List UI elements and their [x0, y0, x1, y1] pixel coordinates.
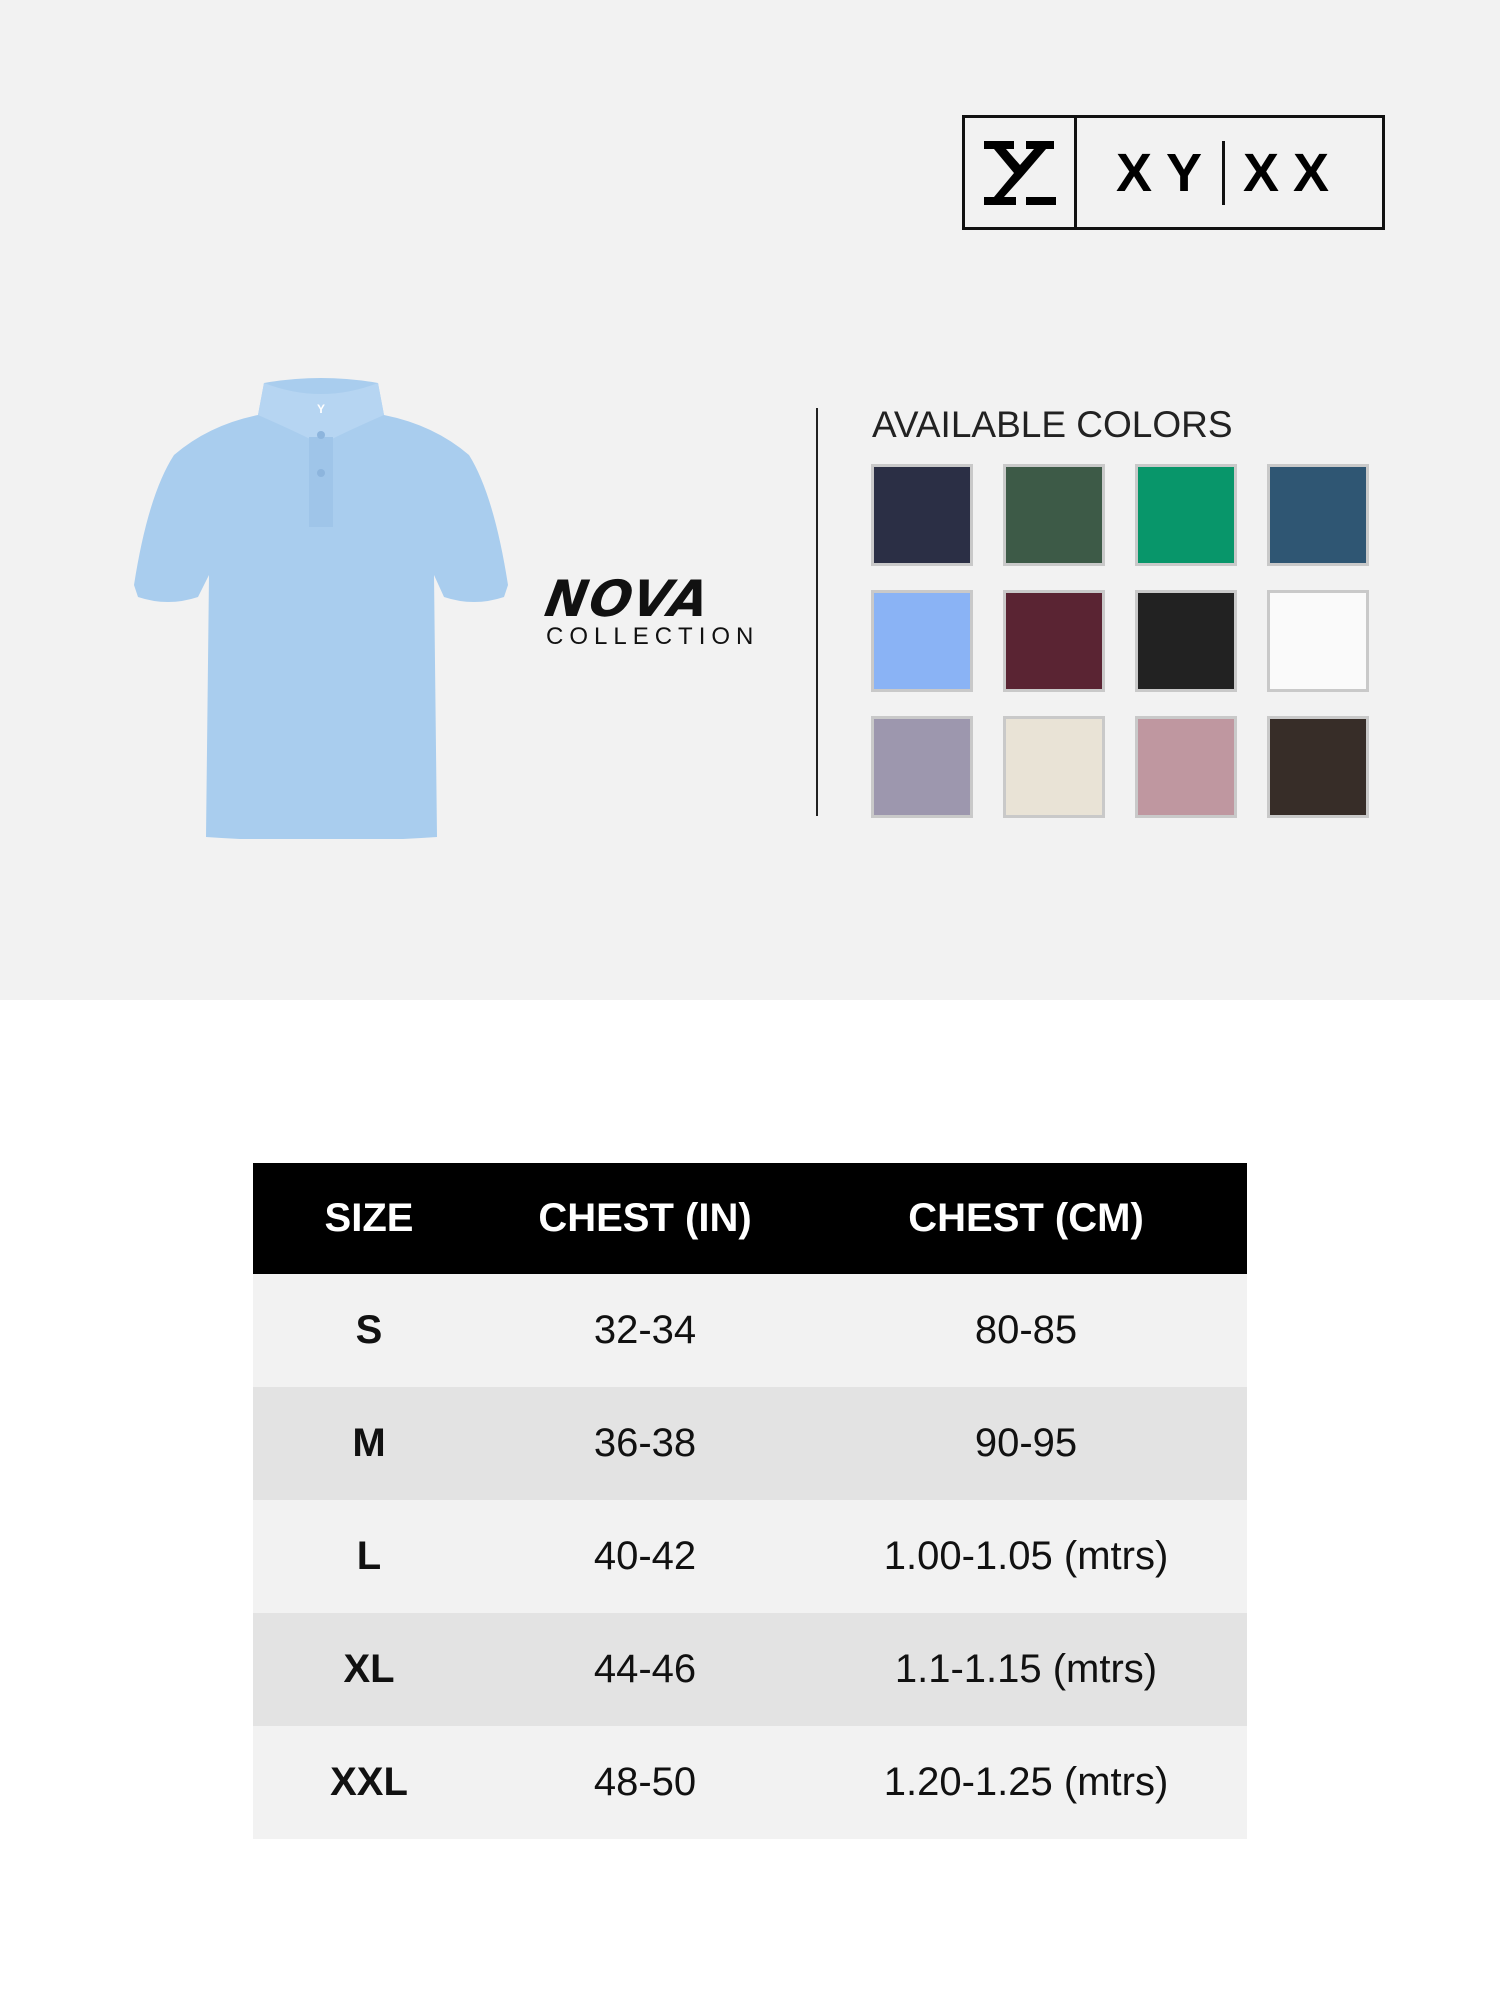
brand-separator	[1222, 140, 1225, 205]
table-row: L 40-42 1.00-1.05 (mtrs)	[253, 1500, 1247, 1613]
color-swatch[interactable]	[871, 590, 973, 692]
brand-text-right: XX	[1243, 142, 1344, 203]
color-swatch-grid	[871, 464, 1369, 818]
color-swatch[interactable]	[871, 716, 973, 818]
color-swatch[interactable]	[1003, 464, 1105, 566]
size-cell: XXL	[330, 1760, 408, 1804]
size-cell: L	[356, 1534, 382, 1578]
table-header: SIZE CHEST (IN) CHEST (CM)	[253, 1163, 1247, 1274]
brand-mark-icon	[965, 118, 1077, 227]
shirt-logo-icon: Y	[317, 402, 325, 416]
polo-shirt-image: Y	[134, 378, 508, 839]
chest-in-cell: 32-34	[593, 1308, 697, 1352]
header-chest-in: CHEST (IN)	[538, 1196, 752, 1240]
chest-cm-cell: 80-85	[974, 1308, 1078, 1352]
collection-name: NOVA	[540, 570, 716, 628]
table-row: XL 44-46 1.1-1.15 (mtrs)	[253, 1613, 1247, 1726]
vertical-divider	[816, 408, 818, 816]
chest-cm-cell: 1.1-1.15 (mtrs)	[894, 1647, 1158, 1691]
chest-cm-cell: 1.20-1.25 (mtrs)	[883, 1760, 1169, 1804]
color-swatch[interactable]	[1135, 464, 1237, 566]
brand-logo: XY XX	[962, 115, 1385, 230]
chest-in-cell: 44-46	[593, 1647, 697, 1691]
header-chest-cm: CHEST (CM)	[908, 1196, 1144, 1240]
chest-cm-cell: 1.00-1.05 (mtrs)	[883, 1534, 1169, 1578]
size-cell: S	[355, 1308, 383, 1352]
brand-wordmark: XY XX	[1077, 118, 1382, 227]
brand-text-left: XY	[1115, 142, 1216, 203]
table-row: M 36-38 90-95	[253, 1387, 1247, 1500]
color-swatch[interactable]	[1267, 464, 1369, 566]
table-row: S 32-34 80-85	[253, 1274, 1247, 1387]
color-swatch[interactable]	[1267, 716, 1369, 818]
available-colors-title: AVAILABLE COLORS	[872, 404, 1233, 445]
color-swatch[interactable]	[1135, 590, 1237, 692]
size-chart-table: SIZE CHEST (IN) CHEST (CM) S 32-34 80-85 M 3…	[253, 1163, 1247, 1839]
table-row: XXL 48-50 1.20-1.25 (mtrs)	[253, 1726, 1247, 1839]
size-cell: M	[352, 1421, 386, 1465]
color-swatch[interactable]	[871, 464, 973, 566]
header-size: SIZE	[324, 1196, 414, 1240]
chest-cm-cell: 90-95	[974, 1421, 1078, 1465]
color-swatch[interactable]	[1003, 590, 1105, 692]
color-swatch[interactable]	[1267, 590, 1369, 692]
nova-collection-logo: NOVA COLLECTION	[541, 570, 766, 651]
chest-in-cell: 48-50	[593, 1760, 697, 1804]
collection-subtitle: COLLECTION	[546, 623, 760, 650]
size-cell: XL	[343, 1647, 395, 1691]
color-swatch[interactable]	[1003, 716, 1105, 818]
color-swatch[interactable]	[1135, 716, 1237, 818]
chest-in-cell: 40-42	[593, 1534, 697, 1578]
chest-in-cell: 36-38	[593, 1421, 697, 1465]
